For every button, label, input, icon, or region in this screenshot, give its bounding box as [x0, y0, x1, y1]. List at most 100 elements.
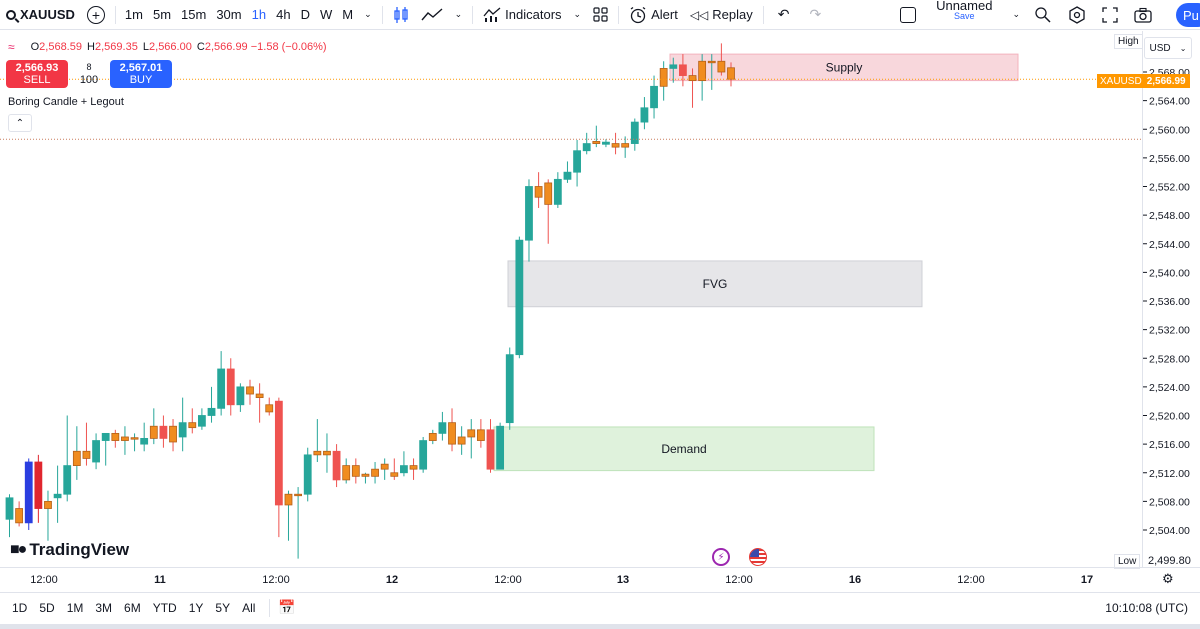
indicators-dropdown[interactable]: ⌄	[568, 0, 588, 30]
settings-button[interactable]	[1060, 0, 1094, 30]
range-3m[interactable]: 3M	[95, 600, 113, 615]
candle-body[interactable]	[323, 450, 331, 456]
candle-body[interactable]	[44, 500, 52, 509]
candle-body[interactable]	[24, 461, 33, 524]
date-range-icon[interactable]: 📅	[278, 599, 296, 615]
candle-body[interactable]	[380, 463, 389, 470]
candle-body[interactable]	[679, 64, 687, 76]
candle-body[interactable]	[630, 121, 639, 144]
candle-body[interactable]	[178, 422, 187, 438]
chart-pane[interactable]: Supply FVG Demand	[0, 31, 1142, 567]
candle-body[interactable]	[688, 75, 697, 81]
candle-body[interactable]	[476, 429, 485, 441]
candle-body[interactable]	[467, 429, 476, 438]
candle-body[interactable]	[611, 143, 620, 148]
candle-body[interactable]	[226, 368, 235, 406]
candle-body[interactable]	[313, 450, 322, 456]
range-1y[interactable]: 1Y	[188, 600, 204, 615]
candle-body[interactable]	[53, 493, 62, 499]
candle-body[interactable]	[505, 354, 514, 424]
candle-body[interactable]	[448, 422, 456, 445]
candle-body[interactable]	[650, 85, 658, 109]
range-1m[interactable]: 1M	[66, 600, 84, 615]
candle-body[interactable]	[101, 432, 110, 441]
timeframe-5m[interactable]: 5m	[152, 7, 172, 22]
candle-body[interactable]	[553, 178, 562, 205]
snapshot-button[interactable]	[1126, 0, 1160, 30]
candle-body[interactable]	[274, 400, 283, 506]
clock-display[interactable]: 10:10:08 (UTC)	[1105, 600, 1188, 615]
candle-body[interactable]	[592, 141, 601, 144]
candle-body[interactable]	[111, 432, 120, 441]
candle-body[interactable]	[351, 465, 360, 477]
candle-body[interactable]	[265, 404, 274, 413]
time-scale[interactable]: 12:00 11 12:00 12 12:00 13 12:00 16 12:00 17	[0, 567, 1200, 589]
sell-button[interactable]: 2,566.93 SELL	[6, 60, 68, 88]
range-1d[interactable]: 1D	[12, 600, 28, 615]
lightning-icon[interactable]: ⚡	[712, 548, 730, 566]
range-6m[interactable]: 6M	[124, 600, 141, 615]
undo-button[interactable]: ↶	[768, 0, 800, 30]
candle-body[interactable]	[371, 468, 379, 477]
candle-body[interactable]	[563, 171, 572, 180]
candle-body[interactable]	[15, 508, 24, 524]
tradingview-logo[interactable]: ■● TradingView	[10, 540, 129, 560]
candle-body[interactable]	[515, 239, 524, 356]
redo-button[interactable]: ↷	[800, 0, 832, 30]
study-name[interactable]: Boring Candle + Legout	[8, 96, 124, 108]
compare-button[interactable]: +	[81, 0, 111, 30]
buy-button[interactable]: 2,567.01 BUY	[110, 60, 172, 88]
timeframe-d[interactable]: D	[300, 7, 310, 22]
timeframe-1h[interactable]: 1h	[251, 7, 267, 22]
candle-body[interactable]	[197, 415, 206, 427]
fullscreen-button[interactable]	[1094, 0, 1126, 30]
collapse-legend-button[interactable]: ⌃	[8, 114, 32, 132]
candle-body[interactable]	[438, 422, 447, 434]
candle-body[interactable]	[496, 425, 505, 470]
candle-body[interactable]	[707, 60, 716, 64]
candle-body[interactable]	[140, 437, 149, 445]
indicators-button[interactable]: Indicators	[477, 0, 567, 30]
candle-body[interactable]	[72, 450, 81, 466]
candle-body[interactable]	[669, 64, 678, 69]
chart-type-button[interactable]	[387, 0, 415, 30]
line-tool-button[interactable]	[415, 0, 449, 30]
chart-style-dropdown[interactable]: ⌄	[449, 0, 469, 30]
timeframe-15m[interactable]: 15m	[181, 7, 207, 22]
candle-body[interactable]	[457, 436, 466, 445]
publish-button[interactable]: Pu	[1176, 3, 1200, 27]
quick-search-button[interactable]	[1026, 0, 1060, 30]
candle-body[interactable]	[486, 429, 495, 470]
candle-body[interactable]	[121, 436, 129, 441]
candle-body[interactable]	[34, 461, 43, 509]
candle-body[interactable]	[342, 465, 351, 481]
wave-icon[interactable]: ≈	[8, 40, 15, 54]
symbol-search-button[interactable]: XAUUSD	[0, 0, 81, 30]
candle-body[interactable]	[169, 425, 177, 443]
candle-body[interactable]	[727, 67, 735, 80]
currency-button[interactable]: USD ⌄	[1144, 37, 1192, 59]
range-5y[interactable]: 5Y	[215, 600, 231, 615]
timeframe-30m[interactable]: 30m	[216, 7, 242, 22]
zone-fvg[interactable]	[507, 260, 923, 308]
candle-body[interactable]	[332, 450, 341, 481]
candle-body[interactable]	[63, 465, 72, 495]
candle-body[interactable]	[217, 368, 226, 409]
candle-body[interactable]	[698, 60, 707, 81]
zone-demand[interactable]	[493, 426, 875, 472]
timeframe-w[interactable]: W	[319, 7, 333, 22]
price-chart[interactable]: Supply FVG Demand	[0, 31, 1142, 567]
timeframe-4h[interactable]: 4h	[276, 7, 291, 22]
us-flag-icon[interactable]	[749, 548, 767, 566]
candle-body[interactable]	[246, 386, 254, 395]
candle-body[interactable]	[400, 465, 408, 474]
range-all[interactable]: All	[242, 600, 256, 615]
replay-button[interactable]: ◁◁ Replay	[684, 0, 759, 30]
layout-name-button[interactable]: Unnamed Save	[922, 0, 1006, 30]
candle-body[interactable]	[361, 473, 370, 477]
candle-body[interactable]	[582, 143, 591, 152]
candle-body[interactable]	[207, 407, 216, 416]
layout-select-checkbox[interactable]	[894, 0, 922, 30]
candle-body[interactable]	[284, 493, 293, 506]
candle-body[interactable]	[130, 437, 139, 440]
